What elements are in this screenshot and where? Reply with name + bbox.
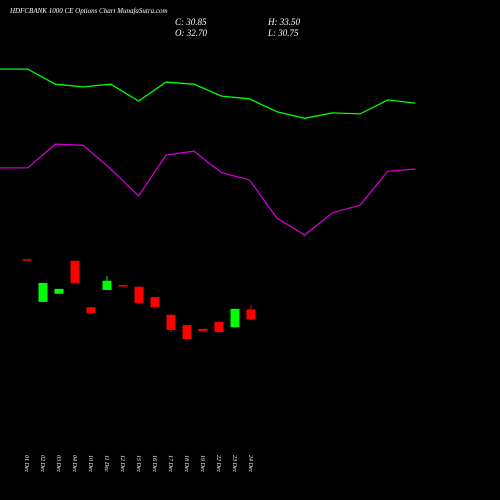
x-tick-label: 15 Dec [135,455,141,472]
stat: C: 30.85 [175,17,207,27]
indicator-line [0,143,416,236]
candle-body [70,260,80,283]
candle-body [134,286,144,303]
stat: L: 30.75 [267,28,299,38]
x-tick-label: 04 Dec [71,455,78,472]
indicator-line [0,68,416,119]
stat: H: 33.50 [267,17,300,27]
candle-body [22,259,32,261]
x-tick-label: 03 Dec [55,455,61,472]
candle-body [86,307,96,314]
x-tick-label: 12 Dec [119,455,125,472]
x-tick-label: 11 Dec [103,455,109,472]
candle-body [54,288,64,294]
candle-body [102,280,112,290]
candle-body [118,285,128,287]
candle-body [230,308,240,328]
x-tick-label: 02 Dec [39,455,45,472]
x-tick-label: 01 Dec [23,455,29,472]
x-tick-label: 22 Dec [215,455,221,472]
candle-body [150,297,160,308]
candle-body [246,309,256,320]
candle-body [198,328,208,332]
candle-body [214,321,224,333]
stat: O: 32.70 [175,28,207,38]
candle-body [166,314,176,330]
x-tick-label: 18 Dec [183,455,189,472]
x-tick-label: 16 Dec [151,455,157,472]
chart-title: HDFCBANK 1000 CE Options Chart MunafaSut… [9,7,168,15]
x-tick-label: 17 Dec [167,455,173,472]
x-tick-label: 24 Dec [247,455,254,472]
x-tick-label: 23 Dec [231,455,237,472]
x-tick-label: 10 Dec [87,455,93,472]
candle-body [38,282,48,302]
x-tick-label: 19 Dec [199,455,205,472]
candle-body [182,325,192,340]
